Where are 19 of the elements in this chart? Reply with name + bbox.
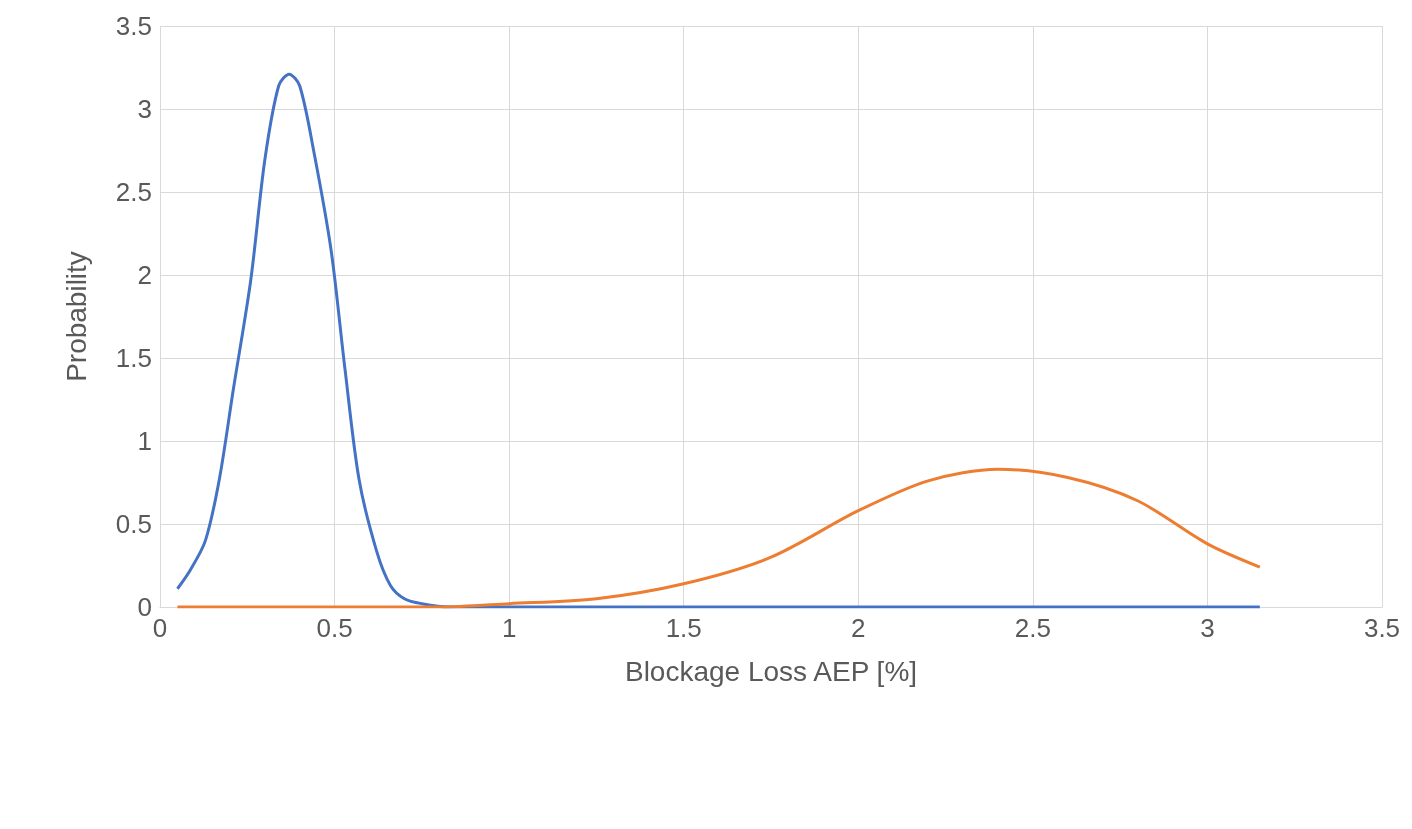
y-axis-title: Probability	[60, 251, 92, 382]
y-tick-label: 0	[137, 592, 152, 622]
y-tick-label: 3.5	[115, 11, 152, 41]
y-tick-label: 0.5	[115, 509, 152, 539]
x-tick-label: 2.5	[1014, 613, 1051, 643]
line-series	[175, 467, 1262, 609]
x-tick-label: 3.5	[1363, 613, 1401, 643]
y-tick-label: 1.5	[115, 343, 152, 373]
x-tick-label: 0.5	[316, 613, 353, 643]
x-tick-label: 2	[851, 613, 866, 643]
x-axis-title: Blockage Loss AEP [%]	[624, 655, 918, 687]
y-tick-label: 2	[137, 260, 152, 290]
y-tick-label: 2.5	[115, 177, 152, 207]
y-tick-label: 1	[137, 426, 152, 456]
line-series	[175, 72, 1262, 609]
x-tick-label: 3	[1200, 613, 1215, 643]
x-tick-label: 1.5	[665, 613, 702, 643]
x-tick-label: 1	[501, 613, 517, 643]
y-tick-label: 3	[137, 94, 152, 124]
